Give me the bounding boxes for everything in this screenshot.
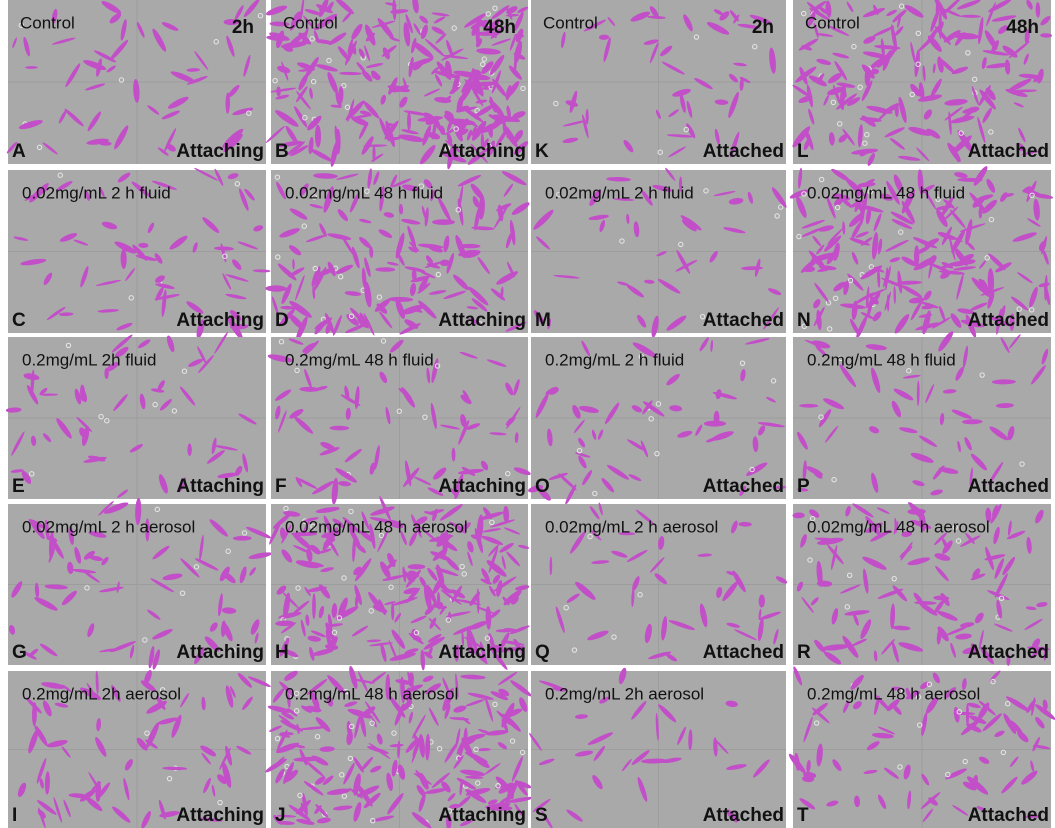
panel: 0.02mg/mL 48 h aerosol H Attaching xyxy=(268,495,530,671)
panel: Control 2h A Attaching xyxy=(6,0,266,164)
cell xyxy=(407,112,411,131)
panel-letter: L xyxy=(797,141,809,162)
panel-status: Attaching xyxy=(438,141,526,162)
panel-letter: G xyxy=(12,642,27,663)
panel-condition: 0.2mg/mL 2 h fluid xyxy=(545,350,684,369)
panel-letter: H xyxy=(275,642,289,663)
panel: 0.2mg/mL 48 h aerosol J Attaching xyxy=(264,665,534,828)
figure: Control2hAAttachingControl48hBAttachingC… xyxy=(0,0,1055,828)
panel-condition: 0.02mg/mL 48 h fluid xyxy=(807,183,965,202)
panel-status: Attached xyxy=(703,310,784,331)
panel-condition: 0.2mg/mL 2h fluid xyxy=(22,350,157,369)
panel-status: Attaching xyxy=(176,642,264,663)
panel-status: Attaching xyxy=(176,476,264,497)
panel: Control 2h K Attached xyxy=(531,0,786,164)
panel-condition: 0.2mg/mL 48 h fluid xyxy=(285,350,434,369)
panel-letter: P xyxy=(797,476,810,497)
panel-status: Attaching xyxy=(438,805,526,826)
panel-status: Attaching xyxy=(176,805,264,826)
panel-condition: 0.02mg/mL 2 h aerosol xyxy=(545,517,718,536)
cell xyxy=(586,109,589,125)
panel: 0.2mg/mL 2h fluid E Attaching xyxy=(6,331,266,499)
panel-letter: A xyxy=(12,141,26,162)
panel: 0.2mg/mL 48 h fluid F Attaching xyxy=(267,337,531,505)
panel-status: Attached xyxy=(703,642,784,663)
panel-letter: K xyxy=(535,141,549,162)
panel-time: 48h xyxy=(1006,17,1039,38)
panel-time: 2h xyxy=(232,17,254,38)
panel-condition: 0.2mg/mL 48 h fluid xyxy=(807,350,956,369)
panel-letter: F xyxy=(275,476,287,497)
panel-letter: D xyxy=(275,310,289,331)
panel-letter: O xyxy=(535,476,550,497)
panel-status: Attaching xyxy=(438,310,526,331)
panel-status: Attaching xyxy=(176,141,264,162)
panel-letter: I xyxy=(12,805,17,826)
panel-condition: Control xyxy=(283,13,338,32)
panel-time: 2h xyxy=(752,17,774,38)
panel: 0.02mg/mL 48 h fluid N Attached xyxy=(789,165,1054,340)
panel-letter: Q xyxy=(535,642,550,663)
panel-status: Attached xyxy=(968,141,1049,162)
panel: 0.02mg/mL 2 h aerosol Q Attached xyxy=(531,502,788,665)
panel-condition: 0.02mg/mL 48 h aerosol xyxy=(285,517,468,536)
panel-condition: Control xyxy=(20,13,75,32)
panel: Control 48h B Attaching xyxy=(265,0,530,170)
panel-status: Attached xyxy=(703,141,784,162)
panel: 0.02mg/mL 2 h fluid C Attaching xyxy=(8,167,271,341)
panel-letter: S xyxy=(535,805,548,826)
panel-letter: T xyxy=(797,805,809,826)
panel-condition: 0.2mg/mL 48 h aerosol xyxy=(285,684,458,703)
panel-condition: 0.2mg/mL 48 h aerosol xyxy=(807,684,980,703)
panel: 0.2mg/mL 48 h fluid P Attached xyxy=(793,330,1051,499)
panel-condition: 0.02mg/mL 2 h aerosol xyxy=(22,517,195,536)
panel-condition: 0.2mg/mL 2h aerosol xyxy=(22,684,181,703)
panel: Control 48h L Attached xyxy=(790,0,1052,167)
panel-condition: 0.02mg/mL 48 h fluid xyxy=(285,183,443,202)
panel-letter: E xyxy=(12,476,25,497)
panel: 0.02mg/mL 48 h aerosol R Attached xyxy=(792,501,1051,667)
panel-letter: M xyxy=(535,310,551,331)
cell xyxy=(432,219,455,225)
panel-condition: Control xyxy=(805,13,860,32)
panel: 0.02mg/mL 48 h fluid D Attaching xyxy=(265,168,531,342)
panel: 0.02mg/mL 2 h fluid M Attached xyxy=(531,167,788,338)
panel: 0.2mg/mL 2h aerosol S Attached xyxy=(528,667,786,828)
panel-status: Attached xyxy=(703,476,784,497)
panel-letter: B xyxy=(275,141,289,162)
panel: 0.02mg/mL 2 h aerosol G Attaching xyxy=(8,498,273,671)
panel-letter: R xyxy=(797,642,811,663)
panel: 0.2mg/mL 48 h aerosol T Attached xyxy=(787,666,1055,828)
panel-status: Attached xyxy=(968,805,1049,826)
panel: 0.2mg/mL 2 h fluid O Attached xyxy=(527,336,786,505)
panel: 0.2mg/mL 2h aerosol I Attaching xyxy=(8,669,272,828)
panel-status: Attached xyxy=(968,476,1049,497)
panel-status: Attached xyxy=(968,642,1049,663)
panel-status: Attached xyxy=(968,310,1049,331)
panel-status: Attached xyxy=(703,805,784,826)
panel-condition: 0.02mg/mL 2 h fluid xyxy=(545,183,694,202)
panel-condition: 0.2mg/mL 2h aerosol xyxy=(545,684,704,703)
panel-letter: N xyxy=(797,310,811,331)
panel-condition: 0.02mg/mL 2 h fluid xyxy=(22,183,171,202)
panel-time: 48h xyxy=(483,17,516,38)
panel-letter: J xyxy=(275,805,286,826)
panel-status: Attaching xyxy=(438,476,526,497)
panel-condition: Control xyxy=(543,13,598,32)
panel-letter: C xyxy=(12,310,26,331)
panel-status: Attaching xyxy=(438,642,526,663)
panel-status: Attaching xyxy=(176,310,264,331)
panel-condition: 0.02mg/mL 48 h aerosol xyxy=(807,517,990,536)
